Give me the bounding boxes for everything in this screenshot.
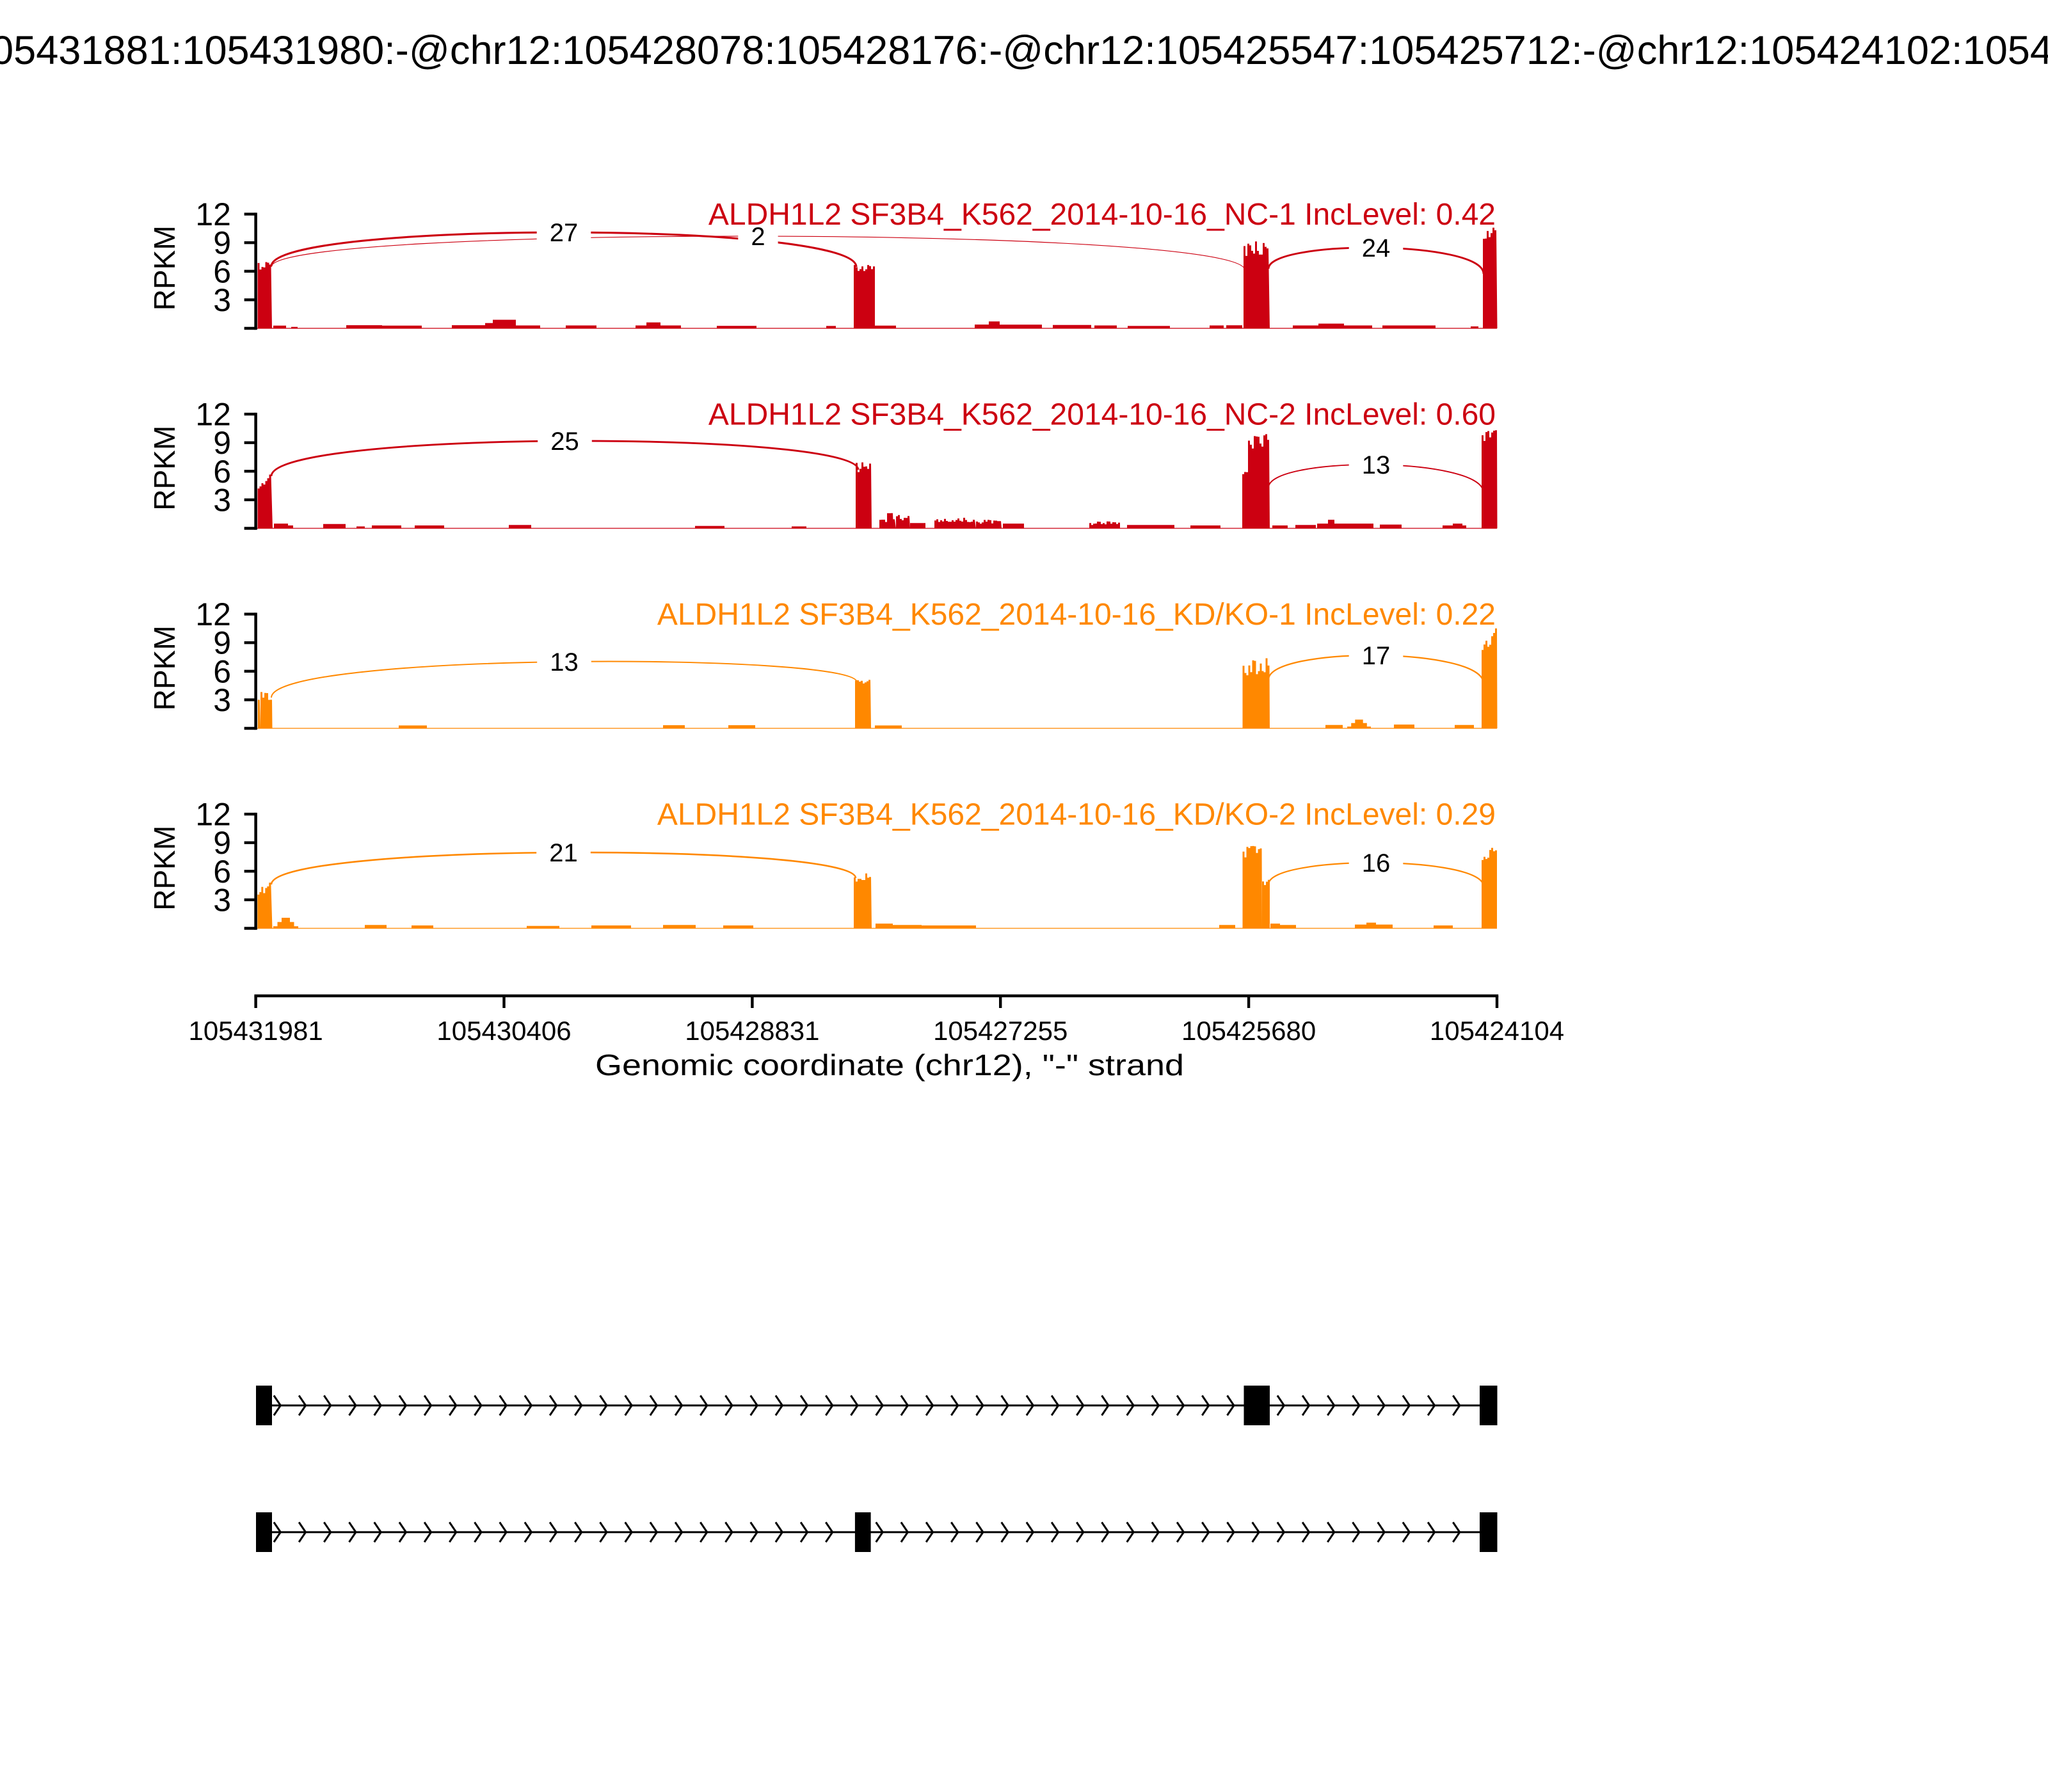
svg-text:12: 12 xyxy=(195,596,231,632)
svg-text:105424104: 105424104 xyxy=(1430,1016,1564,1046)
svg-text:105425680: 105425680 xyxy=(1181,1016,1316,1046)
svg-text:12: 12 xyxy=(195,797,231,833)
svg-text:9: 9 xyxy=(213,825,231,861)
svg-text:6: 6 xyxy=(213,653,231,689)
svg-text:12: 12 xyxy=(195,196,231,232)
svg-text:3: 3 xyxy=(213,482,231,518)
svg-text:ALDH1L2 SF3B4_K562_2014-10-16_: ALDH1L2 SF3B4_K562_2014-10-16_KD/KO-2 In… xyxy=(657,798,1496,832)
svg-text:05431881:105431980:-@chr12:105: 05431881:105431980:-@chr12:105428078:105… xyxy=(0,28,2048,73)
svg-text:105430406: 105430406 xyxy=(436,1016,571,1046)
svg-text:RPKM: RPKM xyxy=(148,625,181,710)
svg-text:6: 6 xyxy=(213,253,231,289)
svg-text:RPKM: RPKM xyxy=(148,426,181,511)
svg-text:13: 13 xyxy=(1362,451,1391,479)
svg-text:13: 13 xyxy=(550,648,579,676)
svg-text:105427255: 105427255 xyxy=(933,1016,1068,1046)
svg-text:27: 27 xyxy=(550,219,579,247)
svg-text:17: 17 xyxy=(1362,642,1391,670)
svg-text:6: 6 xyxy=(213,454,231,490)
svg-text:ALDH1L2 SF3B4_K562_2014-10-16_: ALDH1L2 SF3B4_K562_2014-10-16_KD/KO-1 In… xyxy=(657,598,1496,632)
svg-text:9: 9 xyxy=(213,225,231,261)
svg-text:3: 3 xyxy=(213,682,231,718)
svg-text:9: 9 xyxy=(213,625,231,661)
svg-text:9: 9 xyxy=(213,425,231,461)
svg-text:RPKM: RPKM xyxy=(148,826,181,911)
svg-text:3: 3 xyxy=(213,882,231,918)
svg-text:ALDH1L2 SF3B4_K562_2014-10-16_: ALDH1L2 SF3B4_K562_2014-10-16_NC-2 IncLe… xyxy=(708,398,1496,432)
svg-text:21: 21 xyxy=(549,839,578,867)
svg-text:105428831: 105428831 xyxy=(685,1016,819,1046)
svg-text:16: 16 xyxy=(1362,849,1391,877)
svg-text:105431981: 105431981 xyxy=(188,1016,323,1046)
svg-text:12: 12 xyxy=(195,397,231,433)
svg-text:25: 25 xyxy=(550,428,579,456)
svg-text:RPKM: RPKM xyxy=(148,225,181,310)
svg-text:3: 3 xyxy=(213,282,231,318)
svg-text:ALDH1L2 SF3B4_K562_2014-10-16_: ALDH1L2 SF3B4_K562_2014-10-16_NC-1 IncLe… xyxy=(708,198,1496,232)
svg-text:Genomic coordinate (chr12), "-: Genomic coordinate (chr12), "-" strand xyxy=(595,1048,1184,1082)
svg-text:6: 6 xyxy=(213,854,231,890)
svg-text:24: 24 xyxy=(1362,234,1391,262)
svg-text:2: 2 xyxy=(751,223,765,251)
